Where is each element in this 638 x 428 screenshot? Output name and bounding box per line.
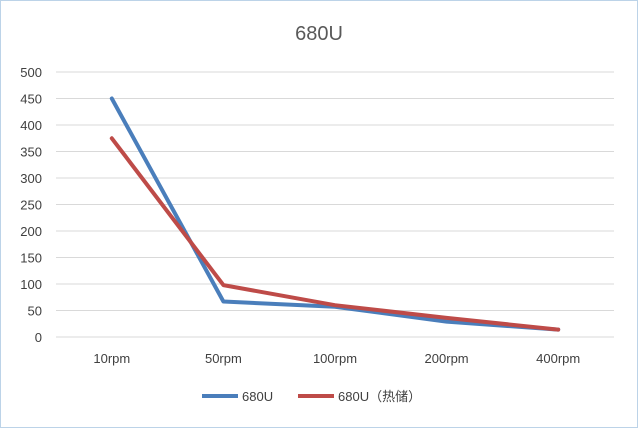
y-tick-label: 0 [35, 330, 42, 345]
y-tick-label: 150 [20, 251, 42, 266]
y-tick-label: 50 [28, 304, 42, 319]
legend-item-2: 680U（热储） [298, 389, 421, 404]
y-tick-label: 100 [20, 277, 42, 292]
y-tick-label: 500 [20, 65, 42, 80]
legend: 680U 680U（热储） [202, 389, 421, 404]
chart-title: 680U [295, 23, 343, 45]
y-tick-label: 400 [20, 118, 42, 133]
y-axis: 0 50 100 150 200 250 300 350 400 450 500 [20, 65, 42, 345]
series-lines [109, 96, 561, 332]
series-line-1 [109, 96, 561, 332]
x-tick-label: 10rpm [93, 351, 130, 366]
y-tick-label: 300 [20, 171, 42, 186]
x-tick-label: 50rpm [205, 351, 242, 366]
legend-label: 680U（热储） [338, 389, 421, 404]
y-tick-label: 450 [20, 92, 42, 107]
y-tick-label: 200 [20, 224, 42, 239]
x-axis: 10rpm 50rpm 100rpm 200rpm 400rpm [93, 351, 580, 366]
y-tick-label: 350 [20, 145, 42, 160]
x-tick-label: 400rpm [536, 351, 580, 366]
x-tick-label: 100rpm [313, 351, 357, 366]
legend-item-1: 680U [202, 389, 273, 404]
x-tick-label: 200rpm [425, 351, 469, 366]
series-line-2 [109, 136, 561, 332]
gridlines [56, 71, 614, 338]
y-tick-label: 250 [20, 198, 42, 213]
legend-label: 680U [242, 389, 273, 404]
